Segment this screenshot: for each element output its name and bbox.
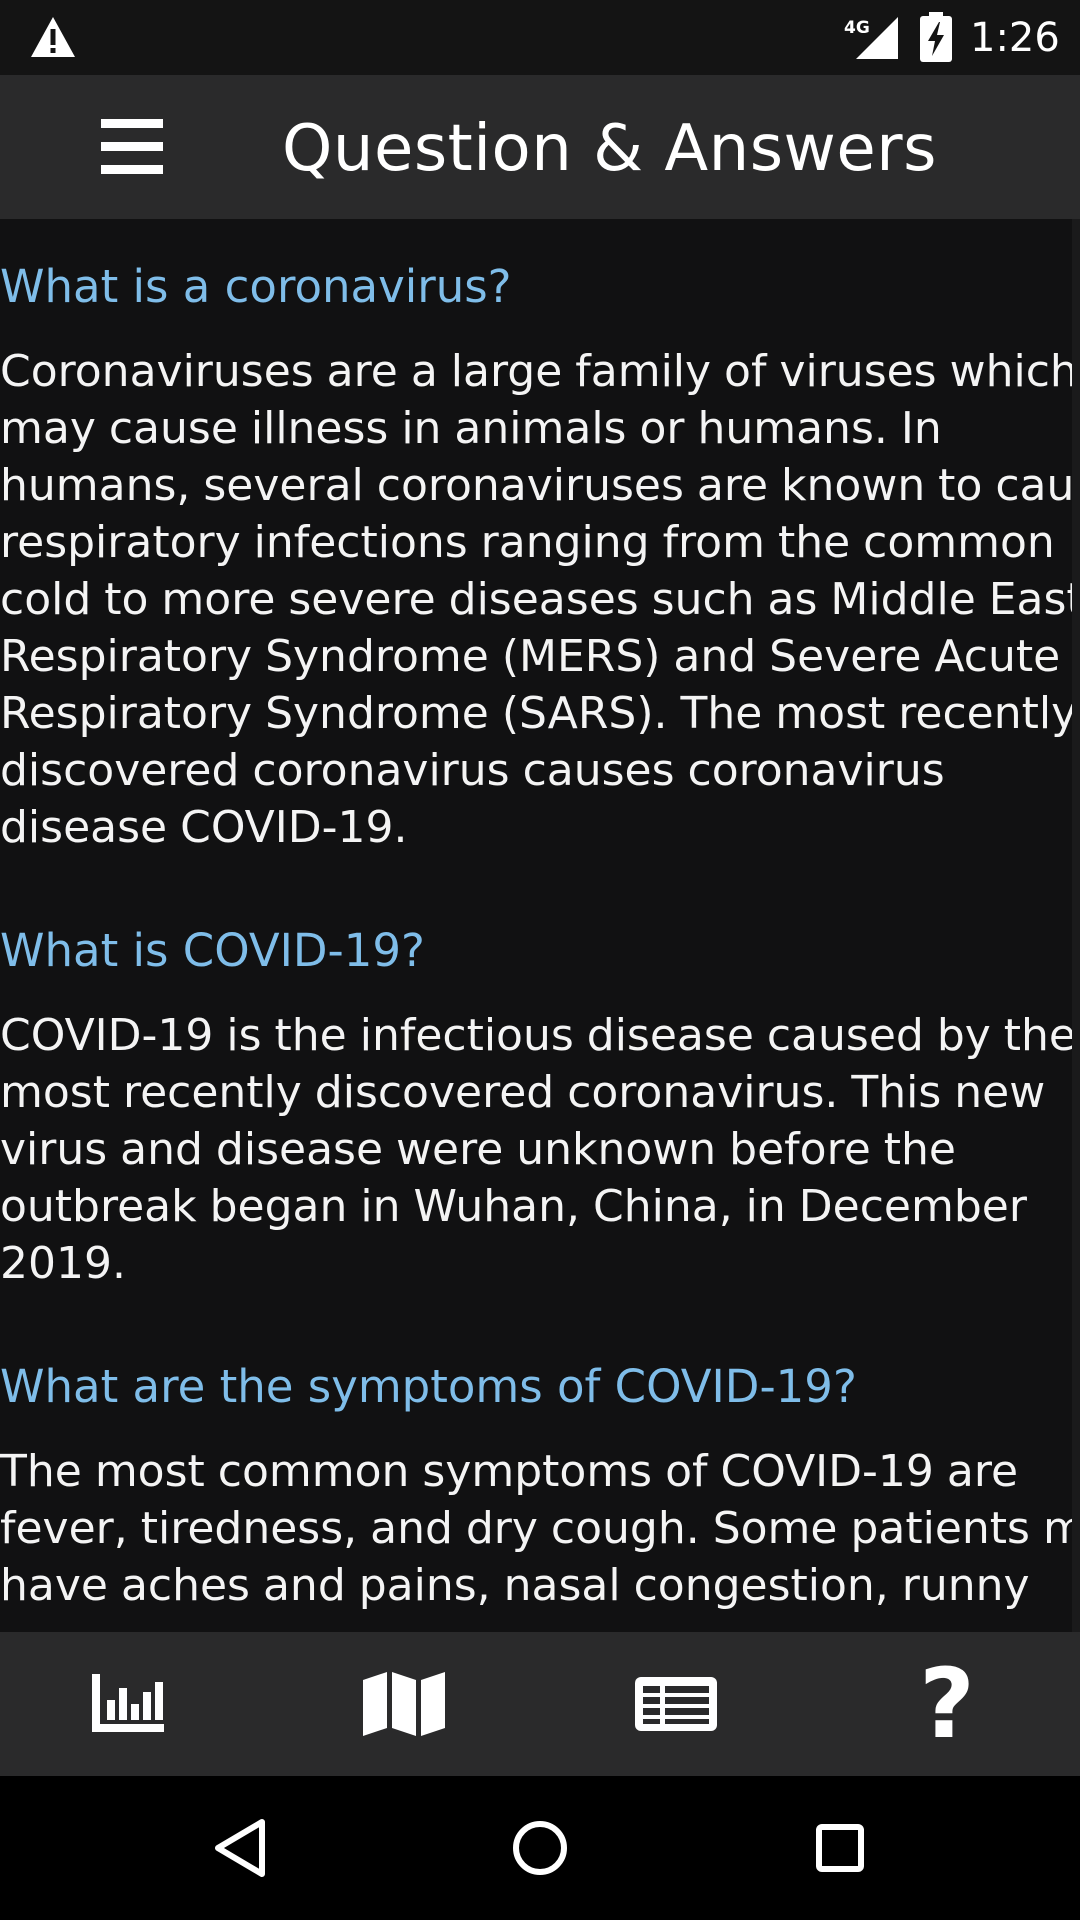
qa-content[interactable]: What is a coronavirus? Coronaviruses are…: [0, 219, 1080, 1632]
app-bar: Question & Answers: [0, 75, 1080, 219]
question-heading: What is COVID-19?: [0, 924, 425, 977]
nav-map-button[interactable]: [270, 1632, 540, 1776]
system-nav-bar: [0, 1776, 1080, 1920]
answer-line: virus and disease were unknown before th…: [0, 1124, 956, 1175]
answer-line: disease COVID-19.: [0, 802, 408, 853]
answer-line: fever, tiredness, and dry cough. Some pa…: [0, 1503, 1080, 1554]
answer-line: Respiratory Syndrome (MERS) and Severe A…: [0, 631, 1061, 682]
answer-line: discovered coronavirus causes coronaviru…: [0, 745, 945, 796]
system-home-button[interactable]: [490, 1798, 590, 1898]
qa-item: What is a coronavirus? Coronaviruses are…: [0, 259, 1080, 856]
answer-line: Respiratory Syndrome (SARS). The most re…: [0, 688, 1078, 739]
nav-news-button[interactable]: [540, 1632, 810, 1776]
answer-line: Coronaviruses are a large family of viru…: [0, 346, 1078, 397]
answer-line: most recently discovered coronavirus. Th…: [0, 1067, 1046, 1118]
answer-line: have aches and pains, nasal congestion, …: [0, 1560, 1030, 1611]
page-title: Question & Answers: [282, 112, 937, 186]
signal-icon: 4G: [844, 17, 898, 59]
answer-line: respiratory infections ranging from the …: [0, 517, 1055, 568]
system-back-button[interactable]: [190, 1798, 290, 1898]
answer-line: may cause illness in animals or humans. …: [0, 403, 942, 454]
help-icon: ?: [919, 1648, 975, 1760]
nav-statistics-button[interactable]: [0, 1632, 270, 1776]
status-bar: 4G 1:26: [0, 0, 1080, 75]
home-icon: [513, 1821, 567, 1875]
bar-chart-icon: [92, 1674, 164, 1732]
nav-help-button[interactable]: ?: [810, 1632, 1080, 1776]
hamburger-menu-icon: [101, 119, 163, 174]
answer-text: The most common symptoms of COVID-19 are…: [0, 1443, 1080, 1614]
answer-text: COVID-19 is the infectious disease cause…: [0, 1007, 1080, 1292]
answer-line: humans, several coronaviruses are known …: [0, 460, 1080, 511]
system-recents-button[interactable]: [790, 1798, 890, 1898]
recents-icon: [816, 1824, 864, 1872]
qa-item: What is COVID-19? COVID-19 is the infect…: [0, 923, 1080, 1292]
map-icon: [363, 1672, 445, 1736]
status-clock: 1:26: [970, 15, 1060, 61]
warning-icon: [31, 17, 75, 57]
answer-line: COVID-19 is the infectious disease cause…: [0, 1010, 1076, 1061]
menu-button[interactable]: [90, 109, 174, 185]
bottom-nav: ?: [0, 1632, 1080, 1776]
battery-charging-icon: [920, 12, 952, 62]
answer-line: The most common symptoms of COVID-19 are: [0, 1446, 1019, 1497]
scrollbar[interactable]: [1072, 219, 1080, 1632]
network-type-label: 4G: [844, 18, 870, 38]
news-icon: [635, 1677, 717, 1731]
answer-line: cold to more severe diseases such as Mid…: [0, 574, 1080, 625]
question-heading: What are the symptoms of COVID-19?: [0, 1360, 857, 1413]
qa-item: What are the symptoms of COVID-19? The m…: [0, 1359, 1080, 1614]
answer-text: Coronaviruses are a large family of viru…: [0, 343, 1080, 856]
answer-line: outbreak began in Wuhan, China, in Decem…: [0, 1181, 1027, 1232]
answer-line: 2019.: [0, 1238, 126, 1289]
back-icon: [215, 1819, 265, 1877]
question-heading: What is a coronavirus?: [0, 260, 512, 313]
